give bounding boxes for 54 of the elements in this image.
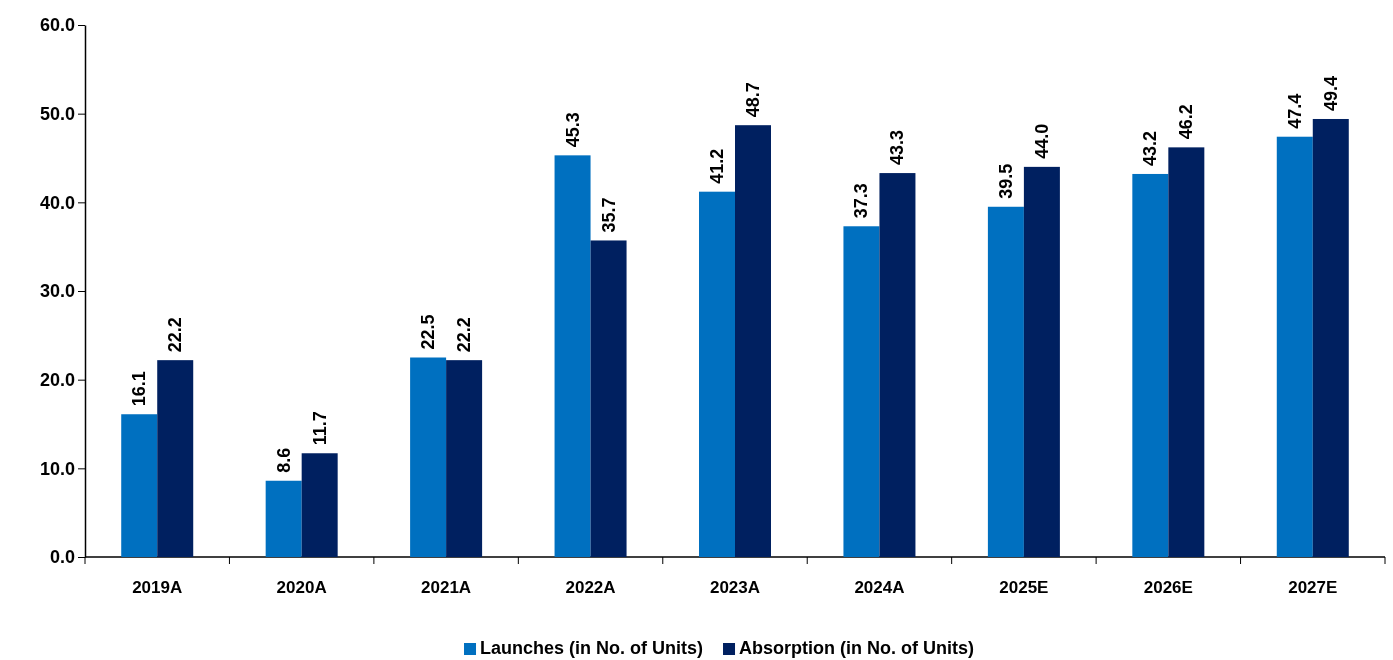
data-label: 22.2 [454,317,475,353]
data-label: 41.2 [707,148,727,184]
bar [879,173,916,557]
data-label: 16.1 [129,371,150,407]
data-label: 48.7 [743,82,763,118]
data-label: 11.7 [309,411,330,446]
y-tick-label: 10.0 [39,458,75,479]
bar [554,155,591,557]
data-label: 45.3 [562,112,583,148]
y-tick-label: 50.0 [39,103,75,124]
x-tick-label: 2019A [132,578,183,597]
legend-label: Launches (in No. of Units) [480,638,704,658]
bar [843,226,880,557]
data-label: 47.4 [1284,93,1305,129]
data-label: 22.2 [165,317,186,353]
x-tick-label: 2026E [1143,578,1193,597]
x-tick-label: 2024A [854,578,905,597]
y-tick-label: 30.0 [39,281,75,302]
data-label: 8.6 [273,447,294,473]
bar [1168,147,1205,557]
y-tick-label: 40.0 [39,192,75,213]
x-tick-label: 2022A [565,578,616,597]
data-label: 39.5 [995,163,1016,199]
y-tick-label: 0.0 [49,547,75,568]
x-tick-label: 2023A [709,578,761,597]
bar [446,360,483,557]
bar [1023,166,1060,557]
data-label: 44.0 [1031,123,1052,159]
x-tick-label: 2025E [999,578,1049,597]
bar [590,240,627,557]
x-tick-label: 2027E [1288,578,1338,597]
bar [265,480,302,557]
bar [1276,136,1313,557]
bar [301,453,338,557]
x-tick-label: 2021A [421,578,472,597]
y-tick-label: 60.0 [39,15,75,36]
bar [121,414,158,557]
data-label: 49.4 [1320,75,1341,111]
data-label: 22.5 [418,314,439,350]
legend-label: Absorption (in No. of Units) [739,638,974,658]
bar [987,206,1024,557]
bar [735,125,771,557]
x-tick-label: 2020A [276,578,327,597]
bar [157,360,194,557]
bar [1312,118,1349,557]
data-label: 43.2 [1140,130,1161,166]
y-tick-label: 20.0 [39,369,75,390]
data-label: 43.3 [887,130,908,166]
bar [699,191,735,557]
bar [410,357,447,557]
data-label: 46.2 [1176,104,1197,140]
bar [1132,173,1169,557]
data-label: 35.7 [598,197,619,233]
data-label: 37.3 [851,183,872,219]
